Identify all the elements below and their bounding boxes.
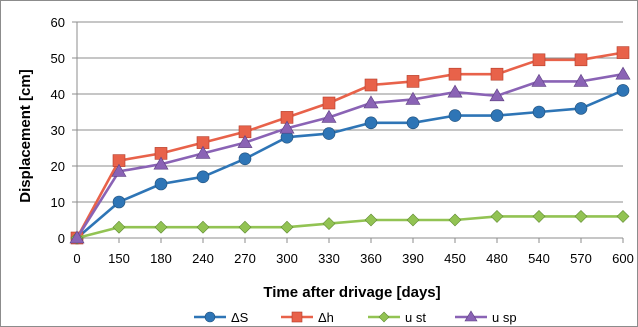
series-group bbox=[69, 46, 631, 245]
data-point bbox=[363, 95, 379, 109]
data-point bbox=[111, 163, 127, 177]
data-point bbox=[280, 220, 294, 234]
data-point bbox=[532, 209, 546, 223]
x-tick-label: 540 bbox=[528, 251, 550, 266]
legend-item: ΔS bbox=[194, 310, 249, 325]
y-tick-label: 0 bbox=[58, 231, 65, 246]
data-point bbox=[112, 220, 126, 234]
data-point bbox=[574, 209, 588, 223]
data-point bbox=[196, 170, 210, 184]
legend-swatch-marker bbox=[204, 311, 216, 323]
data-point bbox=[154, 177, 168, 191]
data-point bbox=[238, 152, 252, 166]
data-point bbox=[406, 213, 420, 227]
legend-swatch-marker bbox=[378, 311, 390, 323]
data-point bbox=[574, 102, 588, 115]
y-tick-label: 30 bbox=[51, 123, 65, 138]
data-point bbox=[490, 67, 504, 81]
series-line bbox=[76, 89, 624, 239]
data-point bbox=[448, 213, 462, 227]
y-tick-label: 50 bbox=[51, 51, 65, 66]
data-point bbox=[364, 213, 378, 227]
data-point bbox=[364, 78, 378, 92]
y-tick-label: 60 bbox=[51, 15, 65, 30]
legend-label: Δh bbox=[318, 310, 334, 325]
x-tick-label: 0 bbox=[73, 251, 80, 266]
data-point bbox=[573, 73, 589, 87]
data-point bbox=[616, 84, 630, 97]
x-tick-labels: 0 150 180 240 270 300 330 360 390 450 480 540 570 600 bbox=[73, 251, 633, 266]
data-point bbox=[364, 116, 378, 130]
data-point bbox=[238, 220, 252, 234]
data-point bbox=[616, 46, 630, 59]
y-tick-label: 20 bbox=[51, 159, 65, 174]
x-tick-label: 180 bbox=[150, 251, 172, 266]
x-tick-label: 570 bbox=[570, 251, 592, 266]
data-point bbox=[532, 105, 546, 119]
data-point bbox=[322, 96, 336, 110]
x-tick-label: 360 bbox=[360, 251, 382, 266]
data-point bbox=[112, 195, 126, 209]
data-point bbox=[405, 91, 421, 105]
data-point bbox=[196, 220, 210, 234]
x-tick-label: 150 bbox=[108, 251, 130, 266]
data-point bbox=[615, 66, 631, 80]
y-axis-title: Displacement [cm] bbox=[17, 69, 34, 202]
legend-label: u st bbox=[405, 310, 426, 325]
data-point bbox=[322, 127, 336, 140]
series-1 bbox=[70, 46, 630, 245]
legend-swatch-marker bbox=[464, 310, 478, 322]
series-2 bbox=[70, 209, 630, 245]
data-point bbox=[406, 116, 420, 130]
y-tick-label: 40 bbox=[51, 87, 65, 102]
x-tick-label: 600 bbox=[612, 251, 634, 266]
legend-item: Δh bbox=[281, 310, 334, 325]
legend: ΔS Δh u st u sp bbox=[194, 310, 517, 325]
y-tick-label: 10 bbox=[51, 195, 65, 210]
x-tick-label: 480 bbox=[486, 251, 508, 266]
series-line bbox=[76, 215, 623, 240]
x-tick-label: 390 bbox=[402, 251, 424, 266]
data-point bbox=[153, 156, 169, 170]
data-point bbox=[406, 75, 420, 88]
data-point bbox=[490, 109, 504, 122]
data-point bbox=[237, 135, 253, 148]
data-point bbox=[448, 67, 462, 81]
data-point bbox=[490, 209, 504, 223]
data-point bbox=[279, 120, 295, 134]
x-tick-label: 270 bbox=[234, 251, 256, 266]
data-point bbox=[69, 230, 85, 244]
data-point bbox=[448, 109, 462, 122]
x-tick-label: 330 bbox=[318, 251, 340, 266]
data-point bbox=[489, 88, 505, 102]
x-tick-label: 300 bbox=[276, 251, 298, 266]
x-tick-label: 240 bbox=[192, 251, 214, 266]
series-line bbox=[75, 51, 624, 239]
x-tick-label: 450 bbox=[444, 251, 466, 266]
legend-label: ΔS bbox=[231, 310, 249, 325]
data-point bbox=[616, 209, 630, 223]
data-point bbox=[322, 217, 336, 231]
legend-label: u sp bbox=[492, 310, 517, 325]
data-point bbox=[574, 53, 588, 67]
legend-swatch-marker bbox=[291, 311, 303, 323]
legend-item: u sp bbox=[455, 310, 517, 325]
data-point bbox=[195, 145, 211, 159]
legend-item: u st bbox=[368, 310, 426, 325]
y-tick-labels: 0 10 20 30 40 50 60 bbox=[51, 15, 65, 246]
gridlines bbox=[77, 21, 623, 203]
series-line bbox=[75, 72, 624, 239]
series-3 bbox=[69, 66, 631, 244]
data-point bbox=[532, 53, 546, 67]
data-point bbox=[154, 220, 168, 234]
data-point bbox=[531, 73, 547, 87]
data-point bbox=[321, 109, 337, 123]
x-axis-title: Time after drivage [days] bbox=[263, 284, 440, 301]
series-0 bbox=[70, 84, 630, 245]
data-point bbox=[447, 84, 463, 98]
